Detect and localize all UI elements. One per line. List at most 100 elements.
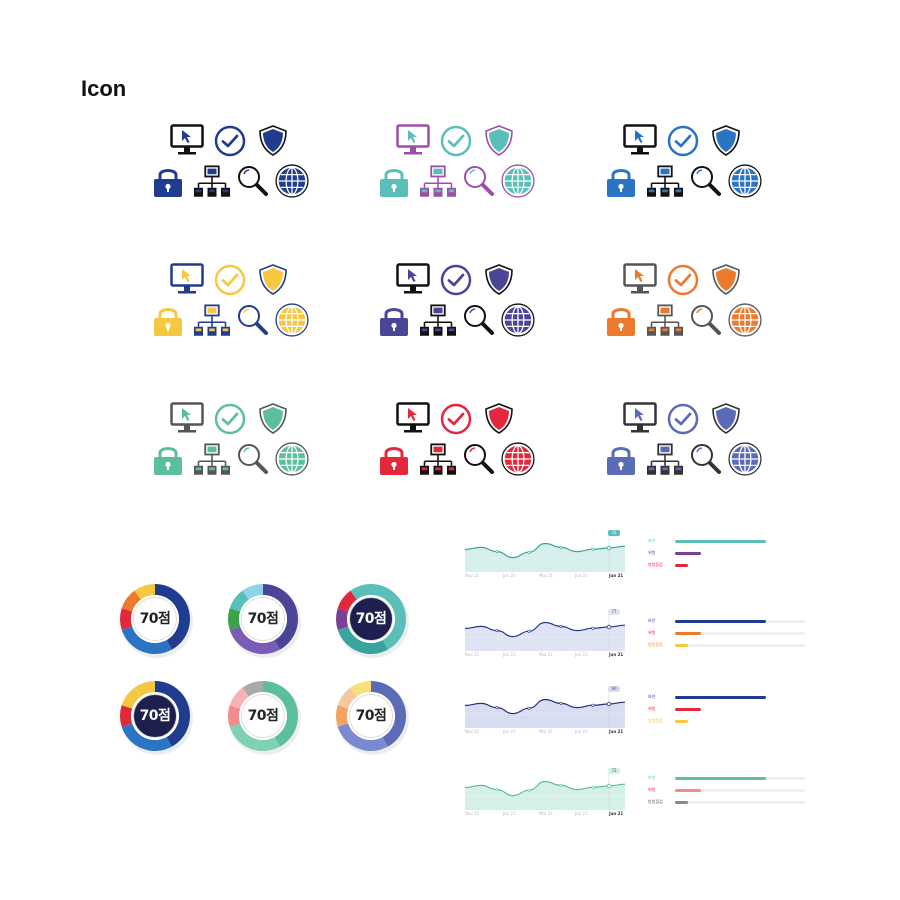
donut-segment [155,681,190,747]
bar-label: 보안 [648,618,656,623]
icon-set-teal [378,124,538,199]
donut-segment [121,626,172,654]
page-title: Icon [81,76,127,101]
bar-track [675,644,805,647]
icon-set-blue [605,124,765,199]
x-tick-label: Jan 21 [503,573,516,578]
data-point [495,550,499,554]
check-icon [214,264,246,296]
icon-set-yellow [152,263,312,338]
data-point [495,629,499,633]
score-donut: 70점 [333,678,409,755]
series-line [464,621,626,638]
x-tick-label: Nov 21 [465,729,480,734]
bar-track [675,620,805,623]
bar-track [675,540,805,543]
bar-label: 방법점검 [648,642,663,647]
series-line [464,698,626,715]
data-point [591,703,595,707]
magnifier-icon [238,444,268,474]
monitor-icon [396,263,430,294]
network-icon [420,165,456,197]
shield-icon [712,125,740,156]
magnifier-icon [464,444,494,474]
globe-icon [501,442,535,476]
lock-icon [607,308,635,336]
data-point [591,547,595,551]
donut-ring [228,584,301,658]
score-donut: 70점 [117,581,193,658]
data-point [527,788,531,792]
x-tick-label: Jun 21 [609,811,624,816]
bar-fill [675,801,688,804]
x-tick-label: Mar 21 [539,811,553,816]
donut-ring [228,681,301,755]
donut-segment [228,705,241,727]
chart-tooltip: 72 [608,530,620,536]
shield-icon [485,403,513,434]
x-tick-label: Jan 21 [503,652,516,657]
check-icon [214,403,246,435]
bar-label: 보안 [648,775,656,780]
data-point [591,626,595,630]
check-icon [667,125,699,157]
check-icon [440,125,472,157]
globe-icon [275,164,309,198]
monitor-icon [170,263,204,294]
donut-segment [336,608,349,630]
donut-segment [229,687,249,709]
shield-icon [259,264,287,295]
shield-icon [259,125,287,156]
lock-icon [380,308,408,336]
donut-segment [337,723,388,751]
globe-icon [275,442,309,476]
score-label: 70점 [247,708,279,724]
check-icon [440,264,472,296]
donut-segment [134,681,155,697]
highlight-point [606,701,612,707]
chart-plot [464,692,626,728]
donut-segment [371,584,406,650]
globe-icon [501,303,535,337]
network-icon [420,443,456,475]
x-tick-label: Jun 21 [575,652,588,657]
bar-fill [675,644,688,647]
chart-tooltip: 72 [608,768,620,774]
network-icon [194,443,230,475]
lock-icon [154,447,182,475]
highlight-point [606,783,612,789]
score-label: 70점 [355,708,387,724]
bar-row: 보안 [648,618,808,624]
lock-icon [380,447,408,475]
magnifier-icon [464,305,494,335]
globe-icon [501,164,535,198]
bar-track [675,564,805,567]
bar-fill [675,720,688,723]
bar-row: 보안 [648,538,808,544]
bar-row: 보안 [648,694,808,700]
mini-line-chart: 72 Nov 21 Jan 21 Mar 21 Jun 21 Jun 21 [464,768,626,818]
chart-plot [464,615,626,651]
donut-segment [120,608,133,630]
monitor-icon [623,263,657,294]
score-donut: 70점 [225,678,301,755]
globe-icon [728,303,762,337]
magnifier-icon [691,305,721,335]
bar-label: 방법점검 [648,562,663,567]
bar-group: 보안 위험 방법점검 [648,538,808,578]
donut-segment [155,584,190,650]
chart-tooltip: 77 [608,609,620,615]
bar-fill [675,620,766,623]
donut-segment [337,687,357,709]
x-tick-label: Nov 21 [465,811,480,816]
monitor-icon [396,402,430,433]
magnifier-icon [691,444,721,474]
donut-segment [120,705,133,727]
score-donut: 70점 [117,678,193,755]
check-icon [214,125,246,157]
magnifier-icon [238,166,268,196]
bar-row: 방법점검 [648,642,808,648]
data-point [527,706,531,710]
bar-track [675,777,805,780]
bar-group: 보안 위험 방법점검 [648,694,808,734]
